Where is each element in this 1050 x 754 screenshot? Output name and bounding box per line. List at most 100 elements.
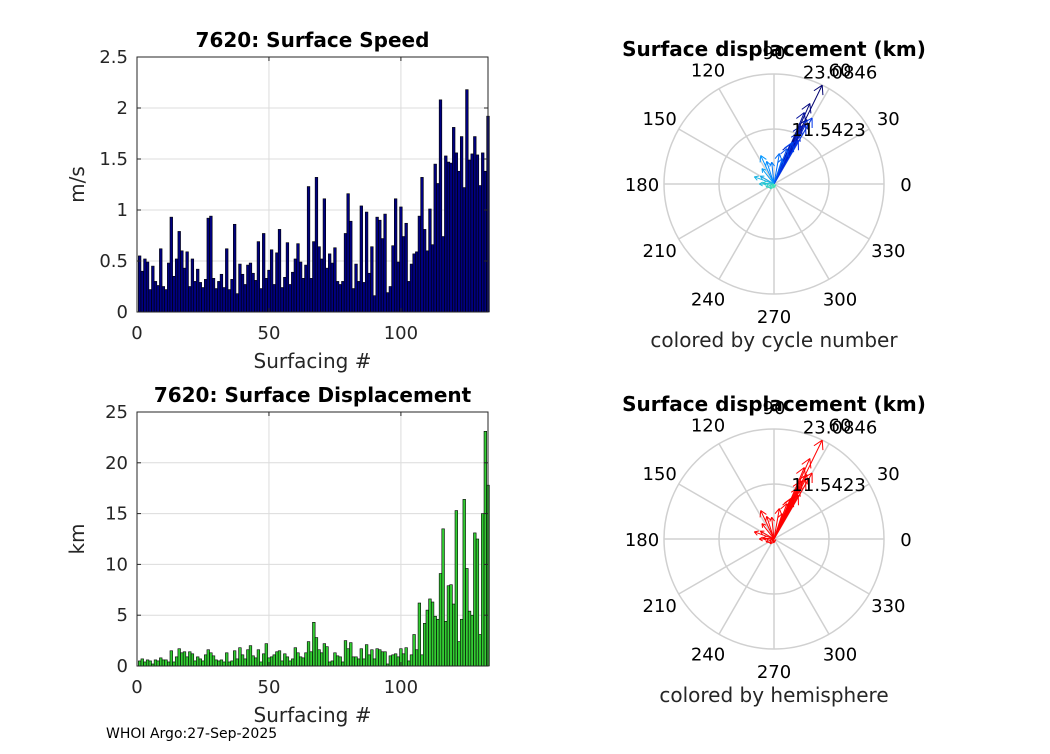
arrow-head xyxy=(754,176,759,177)
bar xyxy=(418,216,421,312)
bar xyxy=(167,263,170,312)
y-tick-label: 2.5 xyxy=(99,47,128,68)
bar xyxy=(468,160,471,312)
bar xyxy=(233,224,236,312)
bar xyxy=(212,656,215,666)
bar xyxy=(476,155,479,312)
bar xyxy=(276,253,279,312)
bar xyxy=(165,660,168,666)
bar xyxy=(220,274,223,312)
bar xyxy=(228,662,231,666)
bar xyxy=(344,641,347,666)
angle-label: 300 xyxy=(823,644,857,665)
bar xyxy=(286,657,289,666)
bar xyxy=(244,659,247,666)
bar xyxy=(326,647,329,666)
bar xyxy=(431,245,434,312)
bar xyxy=(320,259,323,312)
angle-label: 240 xyxy=(691,289,725,310)
bar xyxy=(368,273,371,312)
bar xyxy=(365,645,368,666)
bar xyxy=(384,652,387,666)
angle-label: 180 xyxy=(625,175,659,196)
bar xyxy=(270,657,273,666)
bar xyxy=(181,653,184,666)
bar xyxy=(389,656,392,666)
bar xyxy=(421,655,424,666)
x-tick-label: 100 xyxy=(384,677,418,698)
bar xyxy=(173,662,176,666)
x-axis-label: Surfacing # xyxy=(254,349,372,373)
bar xyxy=(392,246,395,312)
bar xyxy=(175,657,178,666)
bar xyxy=(471,615,474,666)
bar xyxy=(339,284,342,312)
y-tick-label: 20 xyxy=(105,453,128,474)
bar xyxy=(352,657,355,666)
bar xyxy=(481,153,484,312)
bar xyxy=(194,281,197,312)
bar xyxy=(397,657,400,666)
bar xyxy=(392,655,395,666)
bar xyxy=(175,259,178,312)
ring-label: 23.0846 xyxy=(803,417,877,438)
y-tick-label: 1 xyxy=(117,200,128,221)
bar xyxy=(400,207,403,312)
ring-label: 11.5423 xyxy=(791,120,865,141)
bar xyxy=(439,100,442,312)
bar xyxy=(458,642,461,666)
arrow-head xyxy=(779,153,781,159)
bar xyxy=(394,199,397,312)
y-axis-label: m/s xyxy=(65,166,89,203)
bar xyxy=(381,239,384,312)
bar xyxy=(318,650,321,666)
bar xyxy=(376,217,379,312)
bar xyxy=(455,511,458,666)
arrow-head xyxy=(770,185,771,189)
bar xyxy=(178,649,181,666)
bar xyxy=(466,90,469,312)
bar xyxy=(342,662,345,666)
bar xyxy=(144,259,147,312)
bar xyxy=(170,651,173,666)
bar xyxy=(444,621,447,666)
bar xyxy=(426,610,429,666)
bar xyxy=(199,659,202,666)
angle-label: 330 xyxy=(871,596,905,617)
bar xyxy=(262,233,265,312)
bar xyxy=(215,660,218,666)
bar xyxy=(291,659,294,666)
bar xyxy=(220,660,223,666)
bar xyxy=(239,648,242,666)
bar xyxy=(236,294,239,312)
bar xyxy=(344,233,347,312)
bar xyxy=(278,651,281,666)
bar xyxy=(241,274,244,312)
bar xyxy=(252,656,255,666)
polar-chart-0 xyxy=(664,74,884,294)
bar xyxy=(149,290,152,312)
bar xyxy=(347,194,350,312)
bar xyxy=(305,653,308,666)
bar xyxy=(159,658,162,666)
bar xyxy=(244,284,247,312)
arrow-head xyxy=(779,508,781,514)
bar xyxy=(141,659,144,666)
bar xyxy=(402,654,405,666)
bar xyxy=(262,654,265,666)
angle-label: 120 xyxy=(691,61,725,82)
bar xyxy=(231,279,234,312)
bar xyxy=(318,247,321,312)
bar xyxy=(352,289,355,312)
angle-label: 210 xyxy=(643,241,677,262)
arrow-head xyxy=(766,542,770,543)
bar xyxy=(473,137,476,312)
x-tick-label: 0 xyxy=(131,323,142,344)
angle-label: 270 xyxy=(757,662,791,683)
bar xyxy=(307,187,310,312)
bar xyxy=(173,276,176,312)
bar xyxy=(455,153,458,312)
bar xyxy=(283,654,286,666)
bar xyxy=(410,655,413,666)
bar xyxy=(426,251,429,312)
